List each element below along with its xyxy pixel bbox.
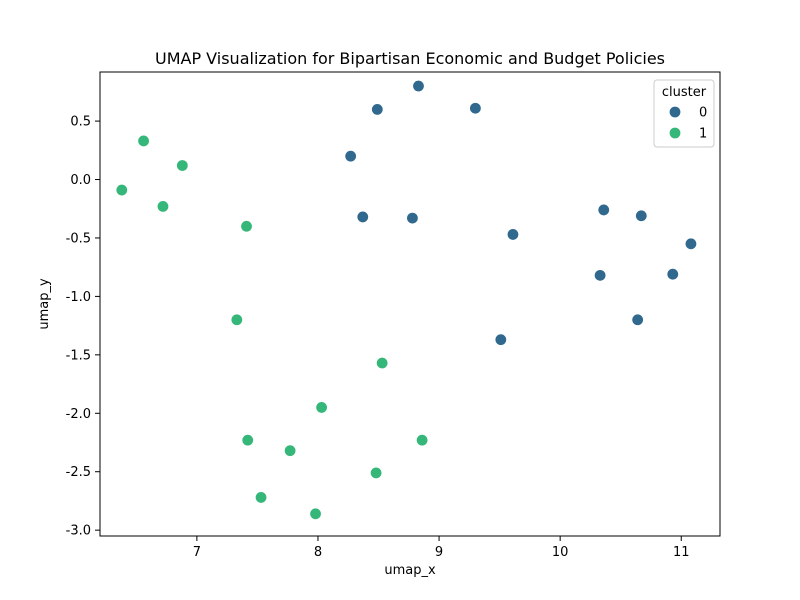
x-tick-label: 11 xyxy=(673,545,690,560)
legend: cluster 01 xyxy=(653,79,715,148)
legend-label-cluster-0: 0 xyxy=(699,106,707,121)
plot-frame xyxy=(99,71,721,537)
data-point-cluster-1 xyxy=(283,444,297,457)
points-layer xyxy=(115,79,698,520)
data-point-cluster-0 xyxy=(631,313,644,326)
data-point-cluster-0 xyxy=(593,269,607,282)
y-tick-label: 0.5 xyxy=(70,115,91,130)
data-point-cluster-0 xyxy=(406,211,419,225)
data-point-cluster-0 xyxy=(506,228,520,241)
data-point-cluster-0 xyxy=(684,237,698,251)
data-point-cluster-1 xyxy=(315,401,328,414)
x-tick-label: 8 xyxy=(314,545,322,560)
x-tick-label: 9 xyxy=(435,545,443,560)
data-point-cluster-1 xyxy=(241,433,254,447)
data-point-cluster-0 xyxy=(371,103,384,116)
data-point-cluster-1 xyxy=(156,200,170,213)
y-axis-ticks: -3.0 -2.5 -2.0 -1.5 -1.0 -0.5 0.0 0.5 xyxy=(66,115,100,539)
y-tick-label: -0.5 xyxy=(66,231,91,246)
x-axis-ticks: 7 8 9 10 11 xyxy=(193,536,690,560)
y-axis-label: umap_y xyxy=(37,278,52,330)
data-point-cluster-0 xyxy=(635,209,648,222)
data-point-cluster-1 xyxy=(240,220,253,233)
data-point-cluster-1 xyxy=(375,356,389,370)
data-point-cluster-0 xyxy=(344,149,357,163)
y-tick-label: -2.5 xyxy=(66,465,91,480)
legend-marker-cluster-1 xyxy=(668,126,682,140)
legend-title: cluster xyxy=(662,85,707,100)
data-point-cluster-0 xyxy=(469,102,482,115)
x-tick-label: 7 xyxy=(193,545,201,560)
legend-items: 01 xyxy=(668,105,707,142)
y-tick-label: -2.0 xyxy=(66,407,91,422)
data-point-cluster-1 xyxy=(137,134,150,148)
data-point-cluster-1 xyxy=(309,507,322,520)
x-axis-label: umap_x xyxy=(384,563,436,578)
data-point-cluster-1 xyxy=(176,159,189,172)
data-point-cluster-0 xyxy=(494,333,508,346)
data-point-cluster-1 xyxy=(254,491,268,504)
data-point-cluster-0 xyxy=(356,210,369,224)
data-point-cluster-0 xyxy=(597,203,610,217)
data-point-cluster-1 xyxy=(115,183,128,197)
y-tick-label: -1.5 xyxy=(66,348,91,363)
y-tick-label: -3.0 xyxy=(66,524,91,539)
legend-box xyxy=(653,79,715,148)
legend-label-cluster-1: 1 xyxy=(699,127,707,142)
data-point-cluster-1 xyxy=(415,433,429,447)
y-tick-label: 0.0 xyxy=(70,173,91,188)
y-tick-label: -1.0 xyxy=(66,290,91,305)
x-tick-label: 10 xyxy=(552,545,569,560)
data-point-cluster-1 xyxy=(230,313,244,326)
data-point-cluster-0 xyxy=(666,267,679,281)
data-point-cluster-0 xyxy=(412,79,425,93)
chart-title: UMAP Visualization for Bipartisan Econom… xyxy=(155,49,665,68)
legend-marker-cluster-0 xyxy=(668,105,682,119)
data-point-cluster-1 xyxy=(369,466,383,480)
